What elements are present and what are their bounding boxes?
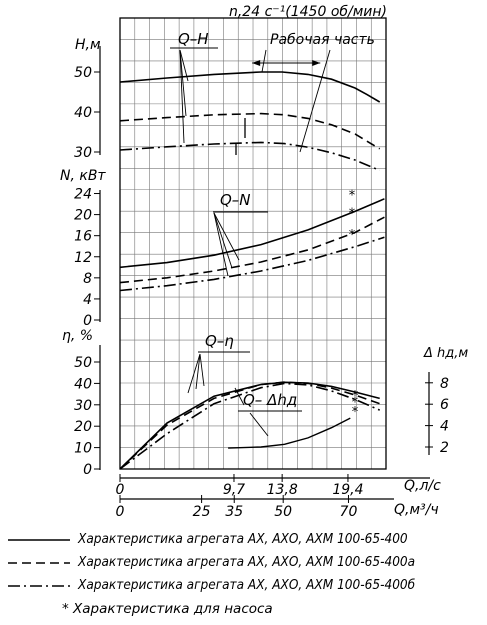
efficiency-axis-tick-label: 0: [83, 462, 92, 478]
legend-label: Характеристика агрегата АХ, АХО, АХМ 100…: [78, 577, 416, 593]
legend-note-row: * Характеристика для насоса: [0, 599, 487, 622]
legend-swatch-solid: [8, 539, 70, 541]
pump-only-mark: *: [352, 395, 359, 410]
power-curve-100-65-400: [119, 198, 385, 269]
pump-only-mark: *: [352, 405, 359, 420]
npsh-curve: [228, 417, 351, 449]
efficiency-axis-tick-label: 50: [74, 355, 92, 371]
head-label-leader: [179, 49, 189, 82]
working-range-label: Рабочая часть: [270, 32, 375, 48]
efficiency-curve-100-65-400a: [119, 381, 380, 470]
q-m3h-tick-label: 50: [274, 504, 292, 520]
efficiency-axis-tick-label: 20: [74, 419, 92, 435]
working-range-arrowhead-left: [252, 60, 261, 66]
efficiency-axis-tick-label: 30: [74, 398, 92, 414]
efficiency-label-leader: [187, 353, 201, 394]
power-axis-tick-label: 0: [83, 313, 92, 329]
head-label-leader: [179, 49, 185, 144]
power-curve-100-65-400a: [119, 216, 385, 284]
head-curve-100-65-400: [119, 71, 381, 103]
npsh-curve-label: Q– Δhд: [243, 391, 297, 409]
pump-only-mark: *: [349, 228, 356, 243]
q-m3h-tick-label: 0: [116, 504, 125, 520]
legend-item-400b: Характеристика агрегата АХ, АХО, АХМ 100…: [0, 576, 487, 599]
q-ls-tick-label: 9,7: [223, 482, 245, 498]
chart-legend: Характеристика агрегата АХ, АХО, АХМ 100…: [0, 530, 487, 622]
chart-title: n,24 c⁻¹(1450 об/мин): [229, 4, 387, 20]
pump-only-note: * Характеристика для насоса: [62, 601, 273, 617]
head-axis-label: H,м: [75, 37, 101, 53]
legend-label: Характеристика агрегата АХ, АХО, АХМ 100…: [78, 531, 408, 547]
npsh-axis-label: Δ hд,м: [423, 346, 468, 361]
working-range-arrowhead-right: [312, 60, 321, 66]
q-ls-tick-label: 19,4: [332, 482, 363, 498]
q-ls-axis-label: Q,л/с: [404, 478, 441, 494]
npsh-axis-tick-label: 2: [440, 440, 449, 456]
head-curve-100-65-400б: [119, 141, 381, 172]
head-axis-tick-label: 30: [74, 145, 92, 161]
power-label-leader: [213, 212, 233, 269]
head-curve-label: Q–H: [178, 30, 209, 48]
q-m3h-tick-label: 25: [193, 504, 211, 520]
pump-only-mark: *: [349, 188, 356, 203]
legend-item-400a: Характеристика агрегата АХ, АХО, АХМ 100…: [0, 553, 487, 576]
npsh-label-leader: [234, 387, 245, 406]
efficiency-curve-100-65-400б: [119, 382, 381, 470]
head-axis-tick-label: 40: [74, 105, 92, 121]
power-axis-tick-label: 12: [74, 250, 92, 266]
head-curve-100-65-400a: [119, 112, 381, 150]
power-axis-tick-label: 8: [83, 271, 92, 287]
q-m3h-axis-label: Q,м³/ч: [394, 502, 439, 518]
legend-label: Характеристика агрегата АХ, АХО, АХМ 100…: [78, 554, 416, 570]
npsh-axis-tick-label: 6: [440, 397, 449, 413]
power-label-leader: [213, 212, 229, 277]
chart-series: ******: [119, 71, 385, 470]
q-ls-tick-label: 0: [116, 482, 125, 498]
q-m3h-tick-label: 35: [225, 504, 243, 520]
efficiency-label-leader: [199, 353, 205, 387]
efficiency-axis-tick-label: 40: [74, 376, 92, 392]
npsh-axis-tick-label: 4: [440, 419, 449, 435]
efficiency-axis-label: η, %: [62, 328, 93, 344]
npsh-label-leader: [249, 412, 269, 437]
power-curve-label: Q–N: [220, 191, 251, 209]
legend-swatch-dashed: [8, 562, 70, 564]
pump-only-mark: *: [352, 389, 359, 404]
working-range-leader: [299, 49, 331, 153]
power-axis-tick-label: 4: [83, 292, 92, 308]
q-ls-tick-label: 13,8: [267, 482, 298, 498]
power-axis-tick-label: 20: [74, 208, 92, 224]
head-label-leader: [179, 49, 187, 117]
efficiency-curve-label: Q–η: [205, 332, 234, 350]
q-m3h-tick-label: 70: [340, 504, 358, 520]
power-label-leader: [213, 212, 240, 261]
efficiency-axis-tick-label: 10: [74, 441, 92, 457]
npsh-axis-tick-label: 8: [440, 376, 449, 392]
legend-item-400: Характеристика агрегата АХ, АХО, АХМ 100…: [0, 530, 487, 553]
head-axis-tick-label: 50: [74, 65, 92, 81]
power-axis-tick-label: 16: [74, 229, 92, 245]
power-curve-100-65-400б: [119, 236, 385, 292]
legend-swatch-dashdot: [8, 585, 70, 587]
efficiency-label-leader: [195, 353, 201, 390]
chart-labels: n,24 c⁻¹(1450 об/мин) Q–H Рабочая часть Q–N…: [170, 4, 387, 437]
working-range-leader: [261, 49, 267, 73]
power-axis-tick-label: 24: [74, 187, 92, 203]
plot-frame: [119, 17, 387, 470]
pump-only-mark: *: [349, 206, 356, 221]
power-axis-label: N, кВт: [60, 168, 106, 184]
